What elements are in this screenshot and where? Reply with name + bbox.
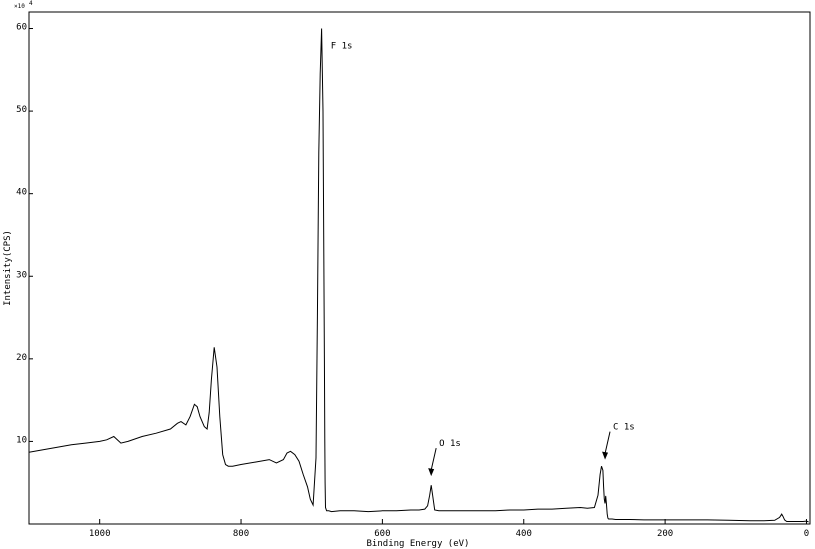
- x-tick-label: 200: [657, 529, 673, 539]
- plot-area-frame: [28, 11, 811, 525]
- y-tick-label: 50: [16, 105, 27, 115]
- annotation-arrow-head: [428, 468, 435, 477]
- peak-label: O 1s: [439, 439, 461, 449]
- x-tick-label: 0: [804, 529, 809, 539]
- x-tick-label: 600: [374, 529, 390, 539]
- spectrum-line: [28, 28, 809, 523]
- peak-label: F 1s: [331, 42, 353, 52]
- x-tick-label: 800: [233, 529, 249, 539]
- y-multiplier-exponent: 4: [29, 0, 33, 7]
- x-tick-label: 400: [516, 529, 532, 539]
- y-axis-title: Intensity(CPS): [3, 230, 13, 306]
- y-multiplier-base: ×10: [14, 3, 25, 10]
- x-axis-ticks: 1000 800 600 400 200 0: [89, 519, 809, 539]
- y-axis-multiplier: ×10 4: [14, 0, 33, 10]
- y-axis-ticks: 10 20 30 40 50 60: [16, 23, 33, 445]
- annotation-arrow-head: [602, 451, 609, 460]
- x-tick-label: 1000: [89, 529, 111, 539]
- y-tick-label: 30: [16, 270, 27, 280]
- y-tick-label: 20: [16, 353, 27, 363]
- annotation-arrow-shaft: [604, 431, 611, 454]
- x-axis-title: Binding Energy (eV): [367, 539, 470, 549]
- y-tick-label: 60: [16, 23, 27, 33]
- peak-annotations: F 1s O 1s C 1s: [331, 42, 635, 477]
- y-tick-label: 40: [16, 188, 27, 198]
- y-tick-label: 10: [16, 435, 27, 445]
- peak-label: C 1s: [613, 423, 635, 433]
- annotation-arrow-shaft: [430, 447, 437, 471]
